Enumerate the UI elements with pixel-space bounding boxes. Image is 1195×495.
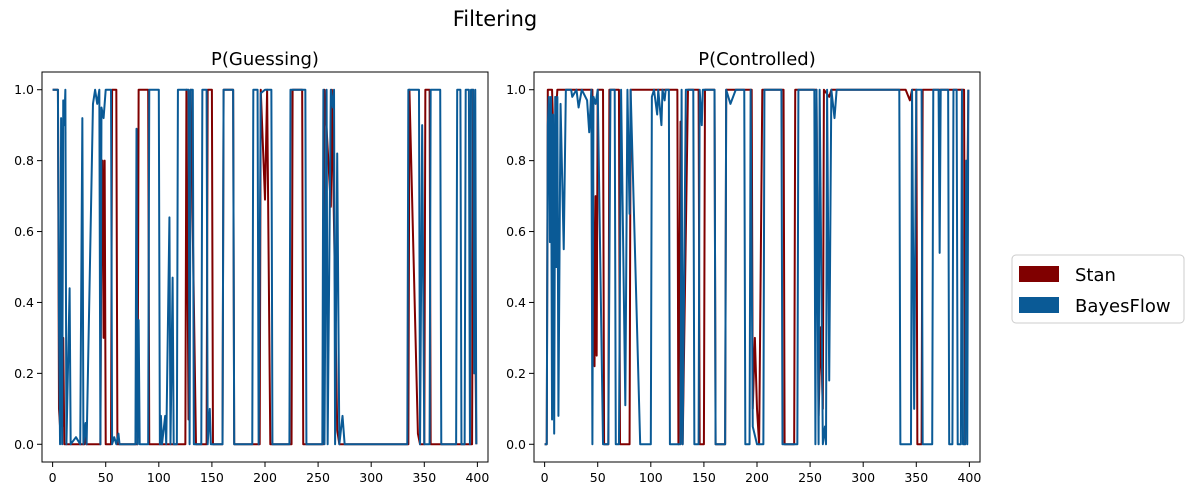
legend-swatch-bayesflow bbox=[1019, 297, 1059, 313]
series-line-bayesflow-guessing bbox=[52, 88, 478, 446]
x-tick-label: 300 bbox=[359, 470, 383, 485]
y-tick-label: 0.4 bbox=[14, 295, 34, 310]
legend-swatch-stan bbox=[1019, 266, 1059, 282]
x-tick-label: 50 bbox=[98, 470, 114, 485]
x-tick-label: 0 bbox=[49, 470, 57, 485]
figure-title: Filtering bbox=[453, 7, 537, 31]
x-tick-label: 250 bbox=[798, 470, 822, 485]
x-tick-label: 250 bbox=[306, 470, 330, 485]
series-line-stan-guessing bbox=[52, 88, 478, 446]
plot-area-guessing: 0 50 100 150 200 250 300 350 400 0.0 0.2 0.4 0.6 0.8 1… bbox=[14, 71, 489, 485]
y-tick-label: 0.2 bbox=[14, 366, 34, 381]
x-tick-label: 400 bbox=[465, 470, 489, 485]
x-tick-label: 50 bbox=[590, 470, 606, 485]
x-tick-label: 200 bbox=[745, 470, 769, 485]
plot-area-controlled: 0 50 100 150 200 250 300 350 400 0.0 0.2 0.4 0.6 0.8 1… bbox=[506, 71, 981, 485]
x-tick-label: 100 bbox=[147, 470, 171, 485]
panel-title-guessing: P(Guessing) bbox=[211, 49, 319, 70]
x-tick-label: 0 bbox=[541, 470, 549, 485]
x-tick-label: 200 bbox=[253, 470, 277, 485]
y-tick-label: 0.6 bbox=[14, 224, 34, 239]
legend: Stan BayesFlow bbox=[1011, 254, 1185, 324]
panel-guessing: P(Guessing) 0 50 100 150 200 250 300 350 4000.00… bbox=[14, 49, 489, 485]
y-tick-label: 0.8 bbox=[14, 153, 34, 168]
y-tick-label: 0.2 bbox=[506, 366, 526, 381]
y-tick-label: 1.0 bbox=[14, 82, 34, 97]
panel-controlled: P(Controlled) 0 50 100 150 200 250 300 350 400 0.… bbox=[506, 49, 981, 485]
x-tick-label: 350 bbox=[412, 470, 436, 485]
legend-label-bayesflow: BayesFlow bbox=[1075, 296, 1171, 317]
y-tick-label: 0.6 bbox=[506, 224, 526, 239]
y-tick-label: 1.0 bbox=[506, 82, 526, 97]
x-tick-label: 350 bbox=[904, 470, 928, 485]
x-tick-label: 300 bbox=[851, 470, 875, 485]
y-tick-label: 0.0 bbox=[14, 437, 34, 452]
y-tick-label: 0.8 bbox=[506, 153, 526, 168]
panel-title-controlled: P(Controlled) bbox=[698, 49, 815, 70]
series-line-bayesflow-controlled bbox=[544, 88, 970, 446]
y-tick-label: 0.0 bbox=[506, 437, 526, 452]
x-tick-label: 400 bbox=[957, 470, 981, 485]
legend-label-stan: Stan bbox=[1075, 265, 1116, 286]
x-tick-label: 150 bbox=[692, 470, 716, 485]
x-tick-label: 150 bbox=[200, 470, 224, 485]
x-tick-label: 100 bbox=[639, 470, 663, 485]
y-tick-label: 0.4 bbox=[506, 295, 526, 310]
